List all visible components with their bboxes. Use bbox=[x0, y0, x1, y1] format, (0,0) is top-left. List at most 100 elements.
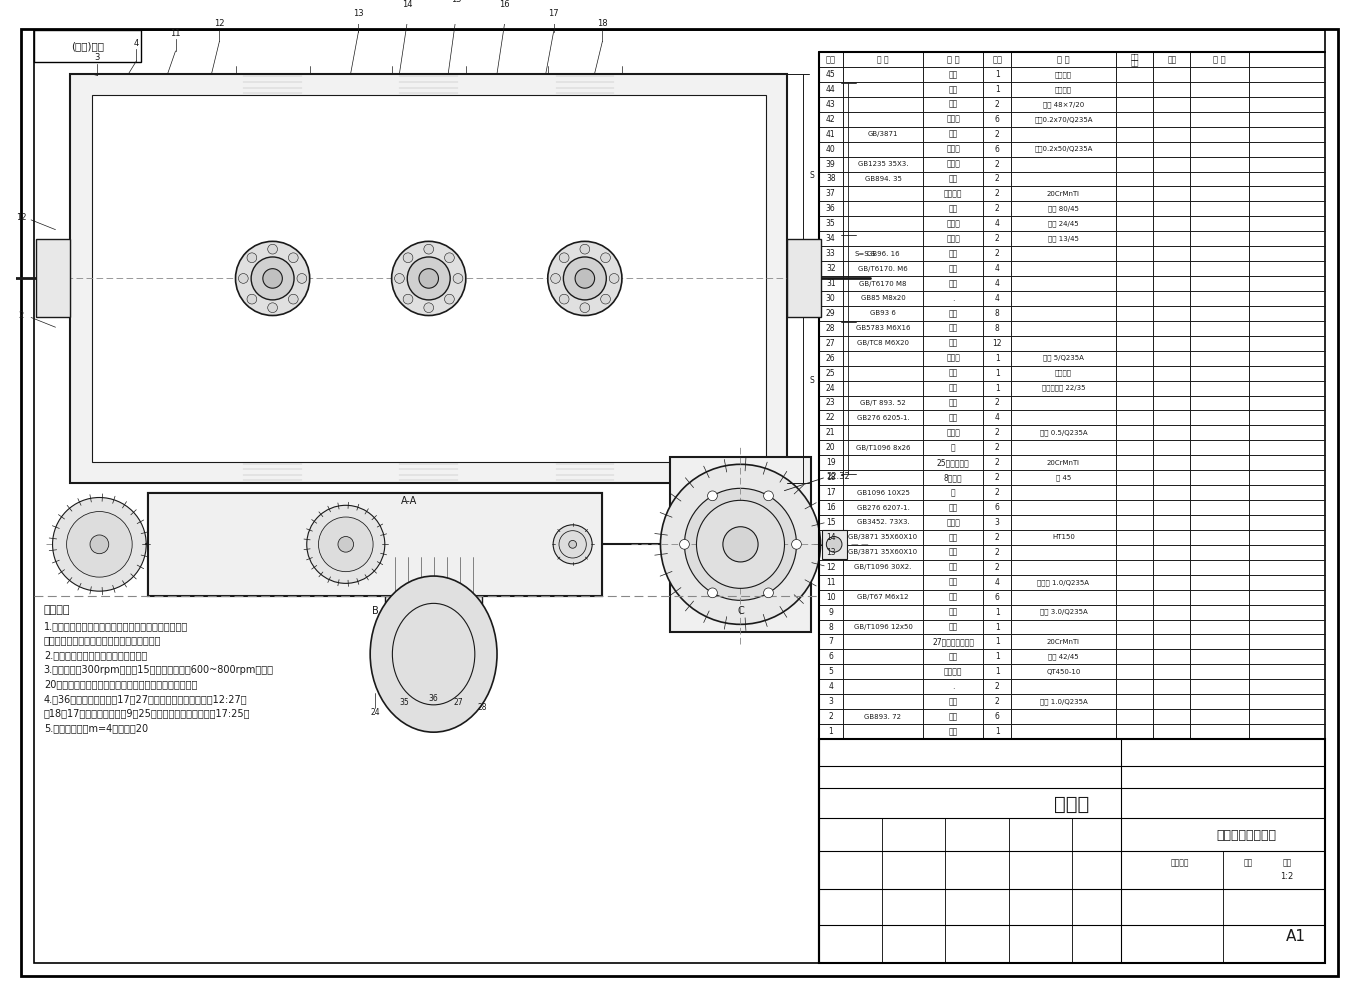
Text: 备 注: 备 注 bbox=[1214, 55, 1226, 64]
Circle shape bbox=[601, 253, 610, 263]
Text: GB/T67 M6x12: GB/T67 M6x12 bbox=[858, 594, 909, 600]
Text: GB3452. 73X3.: GB3452. 73X3. bbox=[856, 520, 909, 526]
Text: 圆钢 42/45: 圆钢 42/45 bbox=[1048, 653, 1079, 660]
Circle shape bbox=[404, 253, 413, 263]
Text: 2: 2 bbox=[995, 533, 999, 542]
Circle shape bbox=[288, 253, 298, 263]
Circle shape bbox=[424, 303, 434, 313]
Text: GB1235 35X3.: GB1235 35X3. bbox=[858, 161, 908, 167]
Text: 2: 2 bbox=[995, 160, 999, 169]
Text: 28: 28 bbox=[477, 703, 487, 712]
Text: 化皮、锈蚀、切屑、油污、着色剂和夹杂等；: 化皮、锈蚀、切屑、油污、着色剂和夹杂等； bbox=[43, 636, 162, 645]
Text: 2: 2 bbox=[995, 234, 999, 243]
Text: 重量: 重量 bbox=[1131, 59, 1139, 66]
Text: A1: A1 bbox=[1286, 929, 1306, 944]
Circle shape bbox=[724, 529, 757, 560]
Circle shape bbox=[404, 294, 413, 304]
Text: 2: 2 bbox=[995, 547, 999, 557]
Text: 挡圈: 挡圈 bbox=[949, 712, 958, 721]
Text: 轴承: 轴承 bbox=[949, 503, 958, 512]
Circle shape bbox=[723, 527, 758, 562]
Text: 12: 12 bbox=[826, 563, 836, 572]
Text: 4: 4 bbox=[995, 578, 1000, 587]
Text: 1: 1 bbox=[995, 638, 999, 646]
Text: 40: 40 bbox=[826, 144, 836, 154]
Circle shape bbox=[238, 274, 249, 284]
Circle shape bbox=[298, 274, 307, 284]
Text: 2: 2 bbox=[995, 563, 999, 572]
Text: 5.各配合锥齿轮m=4，压力角20: 5.各配合锥齿轮m=4，压力角20 bbox=[43, 723, 148, 733]
Text: 27齿圆锥链轮齿轮: 27齿圆锥链轮齿轮 bbox=[932, 638, 974, 646]
Text: 7: 7 bbox=[828, 638, 833, 646]
Text: 密封圈: 密封圈 bbox=[946, 160, 961, 169]
Text: 17: 17 bbox=[826, 489, 836, 497]
Circle shape bbox=[268, 244, 277, 254]
Text: 41: 41 bbox=[826, 129, 836, 138]
Text: 14: 14 bbox=[402, 0, 413, 9]
Text: 3.箱体低速（300rpm）运转15分钟，中高速（600~800rpm）运转: 3.箱体低速（300rpm）运转15分钟，中高速（600~800rpm）运转 bbox=[43, 665, 273, 675]
Text: 螺钉: 螺钉 bbox=[949, 338, 958, 347]
Text: 28: 28 bbox=[826, 324, 836, 333]
Text: 螺钉: 螺钉 bbox=[949, 593, 958, 601]
Circle shape bbox=[660, 464, 821, 624]
Text: 16: 16 bbox=[500, 0, 510, 9]
Text: GB/T6170 M8: GB/T6170 M8 bbox=[859, 281, 906, 286]
Circle shape bbox=[318, 517, 374, 572]
Bar bbox=[71, 74, 787, 484]
Text: 15: 15 bbox=[826, 518, 836, 527]
Circle shape bbox=[550, 274, 560, 284]
Circle shape bbox=[696, 500, 784, 589]
Text: 34: 34 bbox=[826, 234, 836, 243]
Text: 30: 30 bbox=[826, 294, 836, 303]
Text: 25齿圆锥链轮: 25齿圆锥链轮 bbox=[936, 458, 969, 467]
Text: 球铰: 球铰 bbox=[949, 204, 958, 213]
Text: 单件: 单件 bbox=[1131, 53, 1139, 60]
Text: 1: 1 bbox=[995, 652, 999, 661]
Text: .: . bbox=[953, 682, 954, 692]
Text: S: S bbox=[810, 172, 814, 181]
Text: 2: 2 bbox=[995, 249, 999, 258]
Text: 29: 29 bbox=[826, 309, 836, 318]
Text: 33: 33 bbox=[826, 249, 836, 258]
Text: 4: 4 bbox=[995, 264, 1000, 273]
Text: .: . bbox=[953, 294, 954, 303]
Text: 传动销: 传动销 bbox=[946, 234, 961, 243]
Circle shape bbox=[792, 540, 802, 549]
Text: 垫圈: 垫圈 bbox=[949, 249, 958, 258]
Circle shape bbox=[235, 241, 310, 316]
Text: 5: 5 bbox=[828, 667, 833, 676]
Text: 6: 6 bbox=[995, 593, 1000, 601]
Text: 20CrMnTi: 20CrMnTi bbox=[1046, 639, 1080, 645]
Circle shape bbox=[764, 588, 773, 597]
Text: 36: 36 bbox=[826, 204, 836, 213]
Text: 4: 4 bbox=[828, 682, 833, 692]
Bar bbox=[91, 95, 766, 462]
Text: 圆钢 13/45: 圆钢 13/45 bbox=[1048, 235, 1079, 242]
Text: A-A: A-A bbox=[401, 496, 417, 506]
Text: 软钢板纸: 软钢板纸 bbox=[1055, 370, 1072, 377]
Circle shape bbox=[575, 269, 595, 288]
Text: 纸垫: 纸垫 bbox=[949, 85, 958, 94]
Text: 垫圈: 垫圈 bbox=[949, 697, 958, 706]
Circle shape bbox=[548, 241, 622, 316]
Text: 垫圈: 垫圈 bbox=[949, 309, 958, 318]
Text: 钢带0.2x50/Q235A: 钢带0.2x50/Q235A bbox=[1034, 146, 1093, 152]
Text: 14: 14 bbox=[826, 533, 836, 542]
Text: 2: 2 bbox=[995, 429, 999, 438]
Text: 序号: 序号 bbox=[826, 55, 836, 64]
Text: 4: 4 bbox=[995, 294, 1000, 303]
Text: GB/T1096 12x50: GB/T1096 12x50 bbox=[853, 624, 912, 630]
Text: 20CrMnTi: 20CrMnTi bbox=[1046, 191, 1080, 197]
Text: 2.装配完成后，手动试转灵活无异响；: 2.装配完成后，手动试转灵活无异响； bbox=[43, 650, 147, 660]
Text: 12: 12 bbox=[215, 20, 224, 28]
Text: 冷拉六角钢 22/35: 冷拉六角钢 22/35 bbox=[1042, 385, 1086, 391]
Text: 2: 2 bbox=[829, 712, 833, 721]
Text: 钢带0.2x70/Q235A: 钢带0.2x70/Q235A bbox=[1034, 116, 1093, 123]
Circle shape bbox=[419, 269, 439, 288]
Text: 圆锥齿轮: 圆锥齿轮 bbox=[945, 189, 962, 198]
Text: 键: 键 bbox=[951, 489, 955, 497]
Text: 2: 2 bbox=[995, 682, 999, 692]
Text: GB/T 893. 52: GB/T 893. 52 bbox=[860, 400, 906, 406]
Text: 技术要求: 技术要求 bbox=[43, 605, 71, 615]
Text: 18: 18 bbox=[597, 20, 607, 28]
